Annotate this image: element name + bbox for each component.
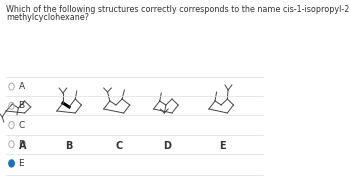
Text: C: C xyxy=(19,121,25,130)
Circle shape xyxy=(9,160,14,167)
Text: D: D xyxy=(19,140,25,149)
Text: B: B xyxy=(65,141,73,151)
Text: E: E xyxy=(19,159,24,168)
Text: A: A xyxy=(19,141,27,151)
Text: Which of the following structures correctly corresponds to the name cis-1-isopro: Which of the following structures correc… xyxy=(6,5,350,14)
Text: C: C xyxy=(116,141,122,151)
Text: methylcyclohexane?: methylcyclohexane? xyxy=(6,13,89,22)
Text: B: B xyxy=(19,101,25,110)
Text: E: E xyxy=(219,141,226,151)
Text: D: D xyxy=(163,141,172,151)
Text: A: A xyxy=(19,82,25,91)
